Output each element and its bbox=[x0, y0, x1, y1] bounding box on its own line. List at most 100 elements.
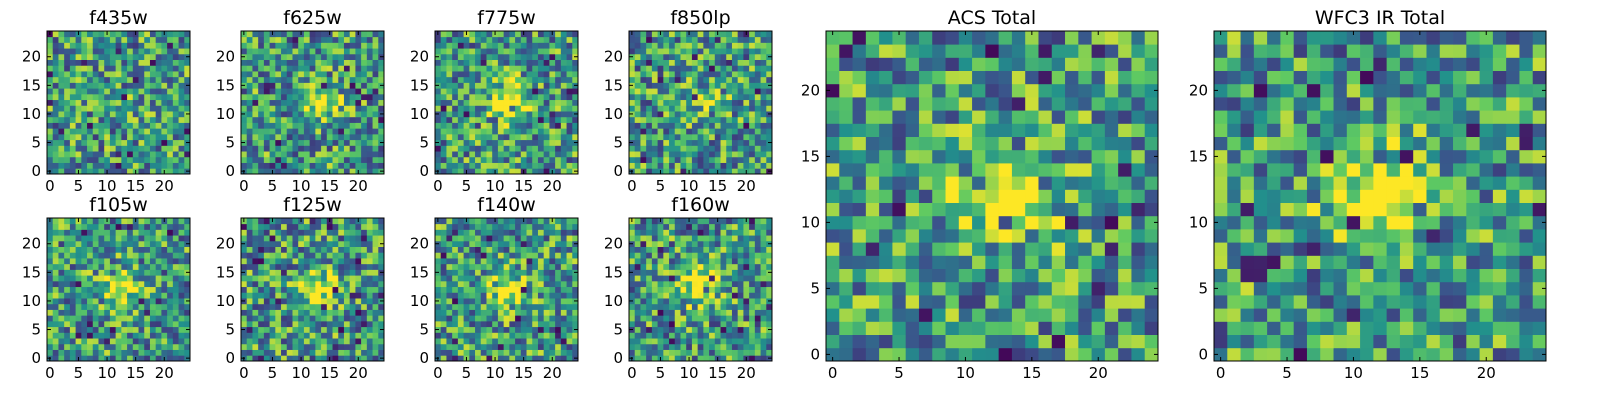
heatmap-cell bbox=[47, 42, 54, 49]
y-tick-label: 15 bbox=[410, 76, 429, 94]
heatmap-cell bbox=[155, 326, 162, 333]
heatmap-cell bbox=[149, 303, 157, 310]
heatmap-cell bbox=[503, 349, 510, 356]
heatmap-cell bbox=[446, 303, 453, 310]
heatmap-cell bbox=[286, 240, 293, 247]
heatmap-cell bbox=[372, 48, 379, 55]
heatmap-cell bbox=[509, 93, 516, 101]
heatmap-cell bbox=[731, 65, 739, 72]
heatmap-cell bbox=[149, 286, 157, 293]
heatmap-cell bbox=[526, 48, 533, 55]
heatmap-cell bbox=[309, 48, 316, 55]
heatmap-cell bbox=[241, 71, 248, 78]
heatmap-cell bbox=[726, 292, 733, 299]
heatmap-cell bbox=[309, 36, 316, 43]
heatmap-cell bbox=[155, 229, 162, 236]
heatmap-cell bbox=[440, 145, 447, 152]
heatmap-cell bbox=[634, 298, 641, 305]
heatmap-cell bbox=[115, 315, 122, 322]
heatmap-cell bbox=[537, 326, 545, 333]
heatmap-cell bbox=[69, 338, 76, 345]
heatmap-cell bbox=[361, 349, 368, 356]
heatmap-cell bbox=[132, 309, 139, 316]
heatmap-cell bbox=[109, 48, 117, 55]
heatmap-cell bbox=[515, 240, 522, 247]
heatmap-cell bbox=[309, 156, 316, 163]
heatmap-cell bbox=[560, 162, 567, 169]
heatmap-cell bbox=[361, 275, 368, 282]
heatmap-cell bbox=[184, 332, 191, 339]
heatmap-cell bbox=[292, 315, 299, 322]
heatmap-cell bbox=[258, 298, 265, 305]
heatmap-cell bbox=[155, 263, 162, 270]
heatmap-cell bbox=[155, 133, 162, 141]
heatmap-cell bbox=[69, 71, 76, 78]
heatmap-cell bbox=[532, 269, 539, 276]
heatmap-cell bbox=[435, 156, 442, 163]
heatmap-cell bbox=[515, 246, 522, 253]
heatmap-cell bbox=[446, 93, 453, 101]
heatmap-cell bbox=[275, 145, 282, 152]
heatmap-cell bbox=[321, 151, 328, 158]
heatmap-cell bbox=[361, 76, 368, 83]
heatmap-cell bbox=[286, 332, 293, 339]
heatmap-cell bbox=[178, 286, 185, 293]
heatmap-cell bbox=[303, 309, 311, 316]
heatmap-cell bbox=[440, 48, 447, 55]
heatmap-cell bbox=[737, 168, 744, 175]
heatmap-cell bbox=[132, 93, 139, 101]
heatmap-cell bbox=[52, 229, 59, 236]
heatmap-cell bbox=[475, 42, 482, 49]
heatmap-cell bbox=[252, 309, 259, 316]
heatmap-cell bbox=[178, 99, 185, 106]
heatmap-cell bbox=[674, 48, 681, 55]
heatmap-cell bbox=[754, 343, 761, 350]
heatmap-cell bbox=[503, 111, 510, 118]
heatmap-cell bbox=[515, 235, 522, 242]
heatmap-cell bbox=[492, 105, 499, 112]
heatmap-cell bbox=[463, 82, 470, 89]
heatmap-cell bbox=[446, 269, 453, 276]
heatmap-cell bbox=[532, 151, 539, 158]
heatmap-cell bbox=[674, 36, 681, 43]
heatmap-cell bbox=[731, 156, 739, 163]
heatmap-cell bbox=[81, 286, 88, 293]
heatmap-cell bbox=[252, 93, 259, 101]
heatmap-cell bbox=[47, 309, 54, 316]
heatmap-cell bbox=[332, 338, 339, 345]
heatmap-cell bbox=[651, 332, 658, 339]
heatmap-cell bbox=[440, 240, 447, 247]
heatmap-cell bbox=[509, 269, 516, 276]
heatmap-cell bbox=[184, 338, 191, 345]
heatmap-cell bbox=[87, 326, 94, 333]
heatmap-cell bbox=[281, 111, 288, 118]
heatmap-cell bbox=[281, 156, 288, 163]
heatmap-cell bbox=[640, 116, 647, 123]
heatmap-cell bbox=[543, 332, 550, 339]
heatmap-cell bbox=[669, 116, 676, 123]
heatmap-cell bbox=[184, 93, 191, 101]
heatmap-cell bbox=[372, 71, 379, 78]
heatmap-cell bbox=[452, 139, 459, 146]
heatmap-cell bbox=[572, 315, 579, 322]
heatmap-cell bbox=[303, 269, 311, 276]
heatmap-cell bbox=[332, 355, 339, 362]
heatmap-cell bbox=[537, 111, 545, 118]
heatmap-cell bbox=[497, 269, 505, 276]
heatmap-cell bbox=[332, 218, 339, 225]
heatmap-cell bbox=[469, 280, 476, 288]
heatmap-cell bbox=[349, 303, 356, 310]
heatmap-cell bbox=[275, 53, 282, 60]
heatmap-cell bbox=[714, 349, 721, 356]
heatmap-cell bbox=[509, 53, 516, 60]
heatmap-cell bbox=[663, 99, 670, 106]
heatmap-cell bbox=[669, 65, 676, 72]
heatmap-cell bbox=[132, 42, 139, 49]
heatmap-cell bbox=[92, 31, 99, 38]
heatmap-cell bbox=[309, 145, 316, 152]
heatmap-cell bbox=[343, 275, 351, 282]
heatmap-cell bbox=[298, 258, 305, 265]
heatmap-cell bbox=[366, 168, 373, 175]
heatmap-cell bbox=[560, 343, 567, 350]
heatmap-cell bbox=[332, 31, 339, 38]
